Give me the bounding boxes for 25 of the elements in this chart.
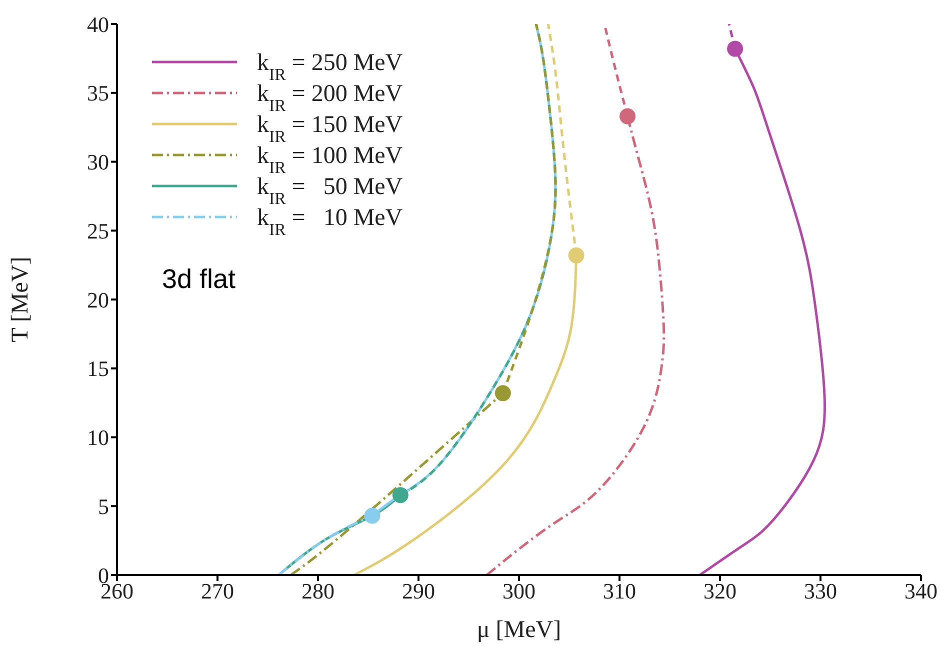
x-tick-label: 310	[603, 578, 636, 604]
annotation: 3d flat	[162, 264, 236, 295]
y-axis-title: T [MeV]	[8, 256, 34, 342]
legend-label: k$_{IR}$ = 50 MeV	[257, 174, 404, 208]
legend-label: k$_{IR}$ = 250 MeV	[257, 50, 404, 84]
y-tick-label: 20	[87, 287, 109, 312]
y-tick-label: 15	[87, 356, 109, 382]
x-tick-label: 290	[402, 578, 435, 604]
legend-label: k$_{IR}$ = 10 MeV	[257, 205, 404, 238]
y-tick-label: 40	[87, 12, 109, 37]
legend-label: k$_{IR}$ = 200 MeV	[257, 81, 404, 114]
y-tick-label: 10	[87, 425, 109, 450]
x-tick-label: 340	[904, 578, 938, 604]
x-tick-label: 270	[201, 578, 234, 604]
x-tick-label: 280	[302, 578, 334, 604]
y-tick-label: 35	[87, 80, 109, 106]
legend-label: k$_{IR}$ = 150 MeV	[257, 112, 404, 146]
x-tick-label: 320	[704, 578, 736, 604]
y-tick-label: 30	[87, 150, 109, 175]
x-tick-label: 330	[804, 578, 837, 604]
y-tick-label: 5	[98, 494, 109, 519]
x-tick-label: 300	[502, 578, 536, 604]
x-axis-title: μ [MeV]	[476, 617, 562, 643]
y-tick-label: 25	[87, 218, 109, 244]
legend-label: k$_{IR}$ = 100 MeV	[257, 143, 404, 176]
